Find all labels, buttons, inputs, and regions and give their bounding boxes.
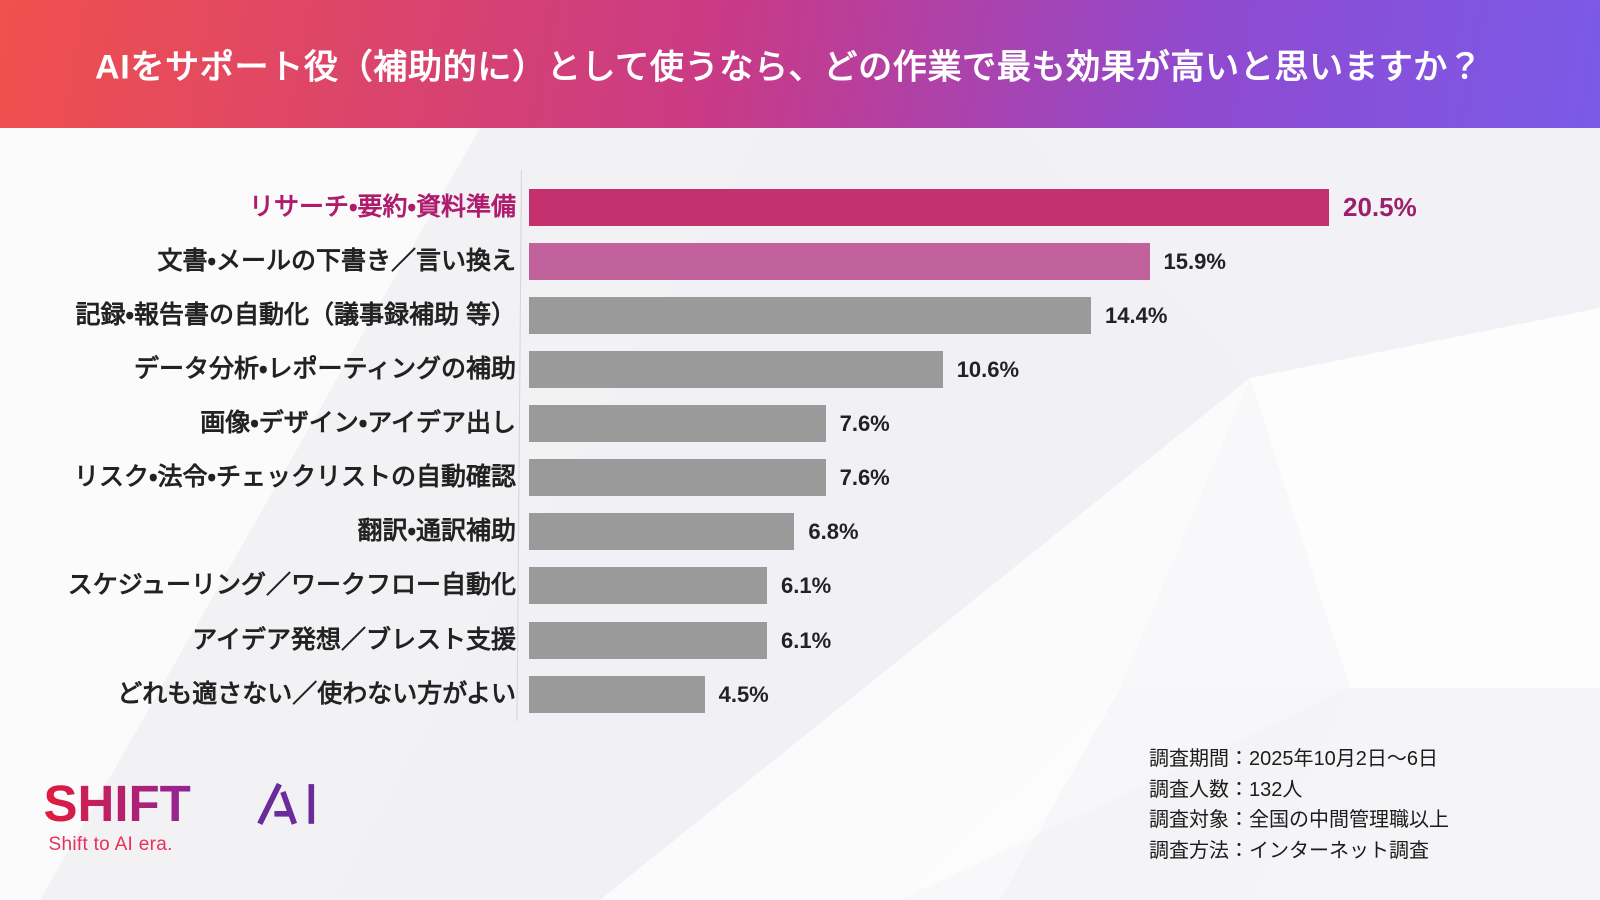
svg-text:SHIFT: SHIFT — [44, 780, 191, 832]
svg-text:Shift to AI era.: Shift to AI era. — [49, 834, 173, 855]
